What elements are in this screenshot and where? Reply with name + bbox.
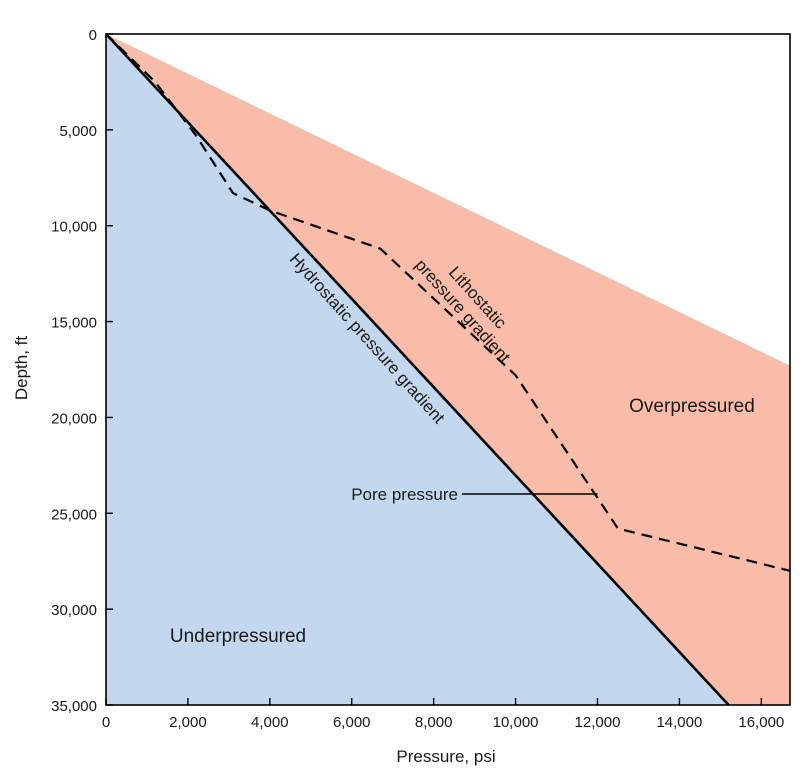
y-tick-label: 5,000 bbox=[59, 123, 97, 140]
x-tick-label: 8,000 bbox=[415, 714, 453, 731]
x-tick-label: 10,000 bbox=[493, 714, 539, 731]
x-tick-label: 6,000 bbox=[333, 714, 371, 731]
y-tick-label: 35,000 bbox=[51, 698, 97, 715]
pore-pressure-line bbox=[105, 33, 791, 572]
x-tick-label: 12,000 bbox=[575, 714, 621, 731]
y-tick-label: 10,000 bbox=[51, 219, 97, 236]
plot-frame bbox=[105, 33, 791, 706]
y-tick-label: 15,000 bbox=[51, 315, 97, 332]
pore-pressure-label: Pore pressure bbox=[351, 485, 458, 504]
y-axis: 0 5,000 10,000 15,000 20,000 25,000 30,000 35,0… bbox=[51, 27, 113, 715]
x-tick-label: 16,000 bbox=[738, 714, 784, 731]
x-tick-label: 14,000 bbox=[656, 714, 702, 731]
y-tick-label: 0 bbox=[89, 27, 97, 44]
y-axis-title: Depth, ft bbox=[12, 336, 31, 401]
y-tick-label: 25,000 bbox=[51, 506, 97, 523]
underpressured-label: Underpressured bbox=[170, 626, 306, 647]
y-tick-label: 30,000 bbox=[51, 602, 97, 619]
hydrostatic-gradient-line bbox=[105, 33, 730, 706]
x-tick-label: 4,000 bbox=[251, 714, 289, 731]
y-tick-label: 20,000 bbox=[51, 410, 97, 427]
x-axis-title: Pressure, psi bbox=[396, 747, 495, 766]
overpressured-area bbox=[106, 34, 790, 705]
x-tick-label: 0 bbox=[102, 714, 110, 731]
x-axis: 0 2,000 4,000 6,000 8,000 10,000 12,000 14,000 1… bbox=[102, 698, 784, 731]
x-tick-label: 2,000 bbox=[169, 714, 207, 731]
overpressured-label: Overpressured bbox=[629, 396, 755, 417]
